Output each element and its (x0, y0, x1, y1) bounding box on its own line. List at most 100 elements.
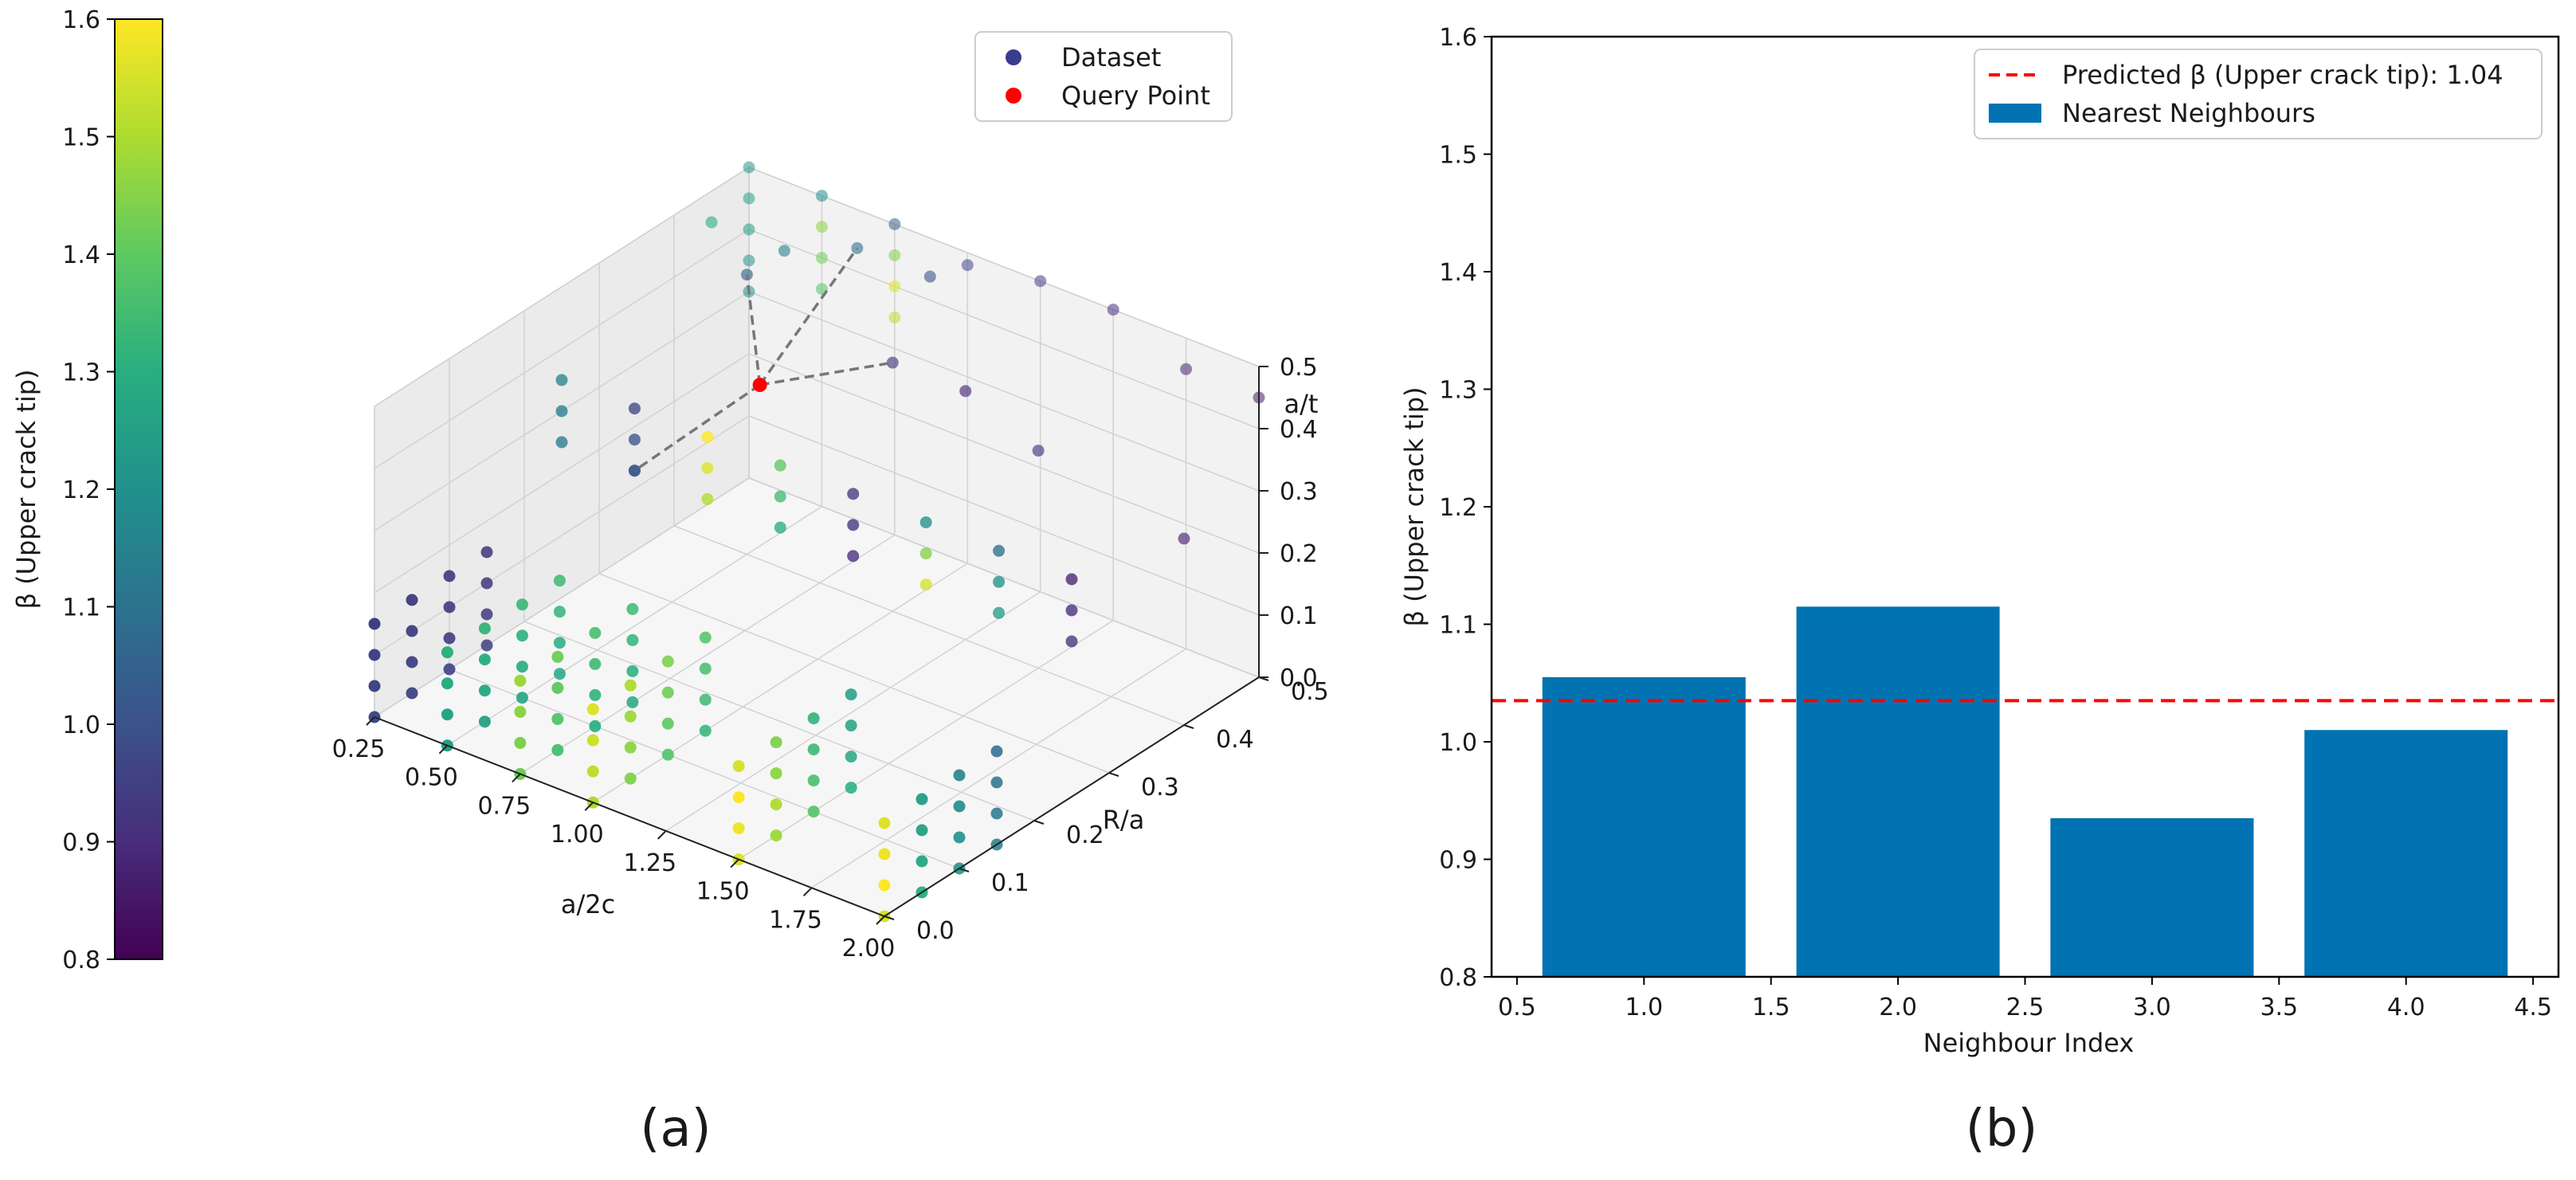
dataset-point (553, 574, 566, 587)
x-tick-label-3d: 1.50 (696, 878, 750, 906)
colorbar-tick-label: 1.1 (62, 594, 100, 622)
dataset-point (514, 674, 527, 687)
y-tick-label-3d: 0.5 (1291, 678, 1329, 706)
dataset-point (993, 544, 1006, 557)
dataset-point (807, 743, 820, 756)
dataset-point (406, 594, 418, 606)
legend-bar: Predicted β (Upper crack tip): 1.04 Near… (1974, 49, 2543, 139)
dataset-point (919, 516, 932, 529)
dataset-point (878, 879, 891, 892)
x-tick-label: 2.5 (2006, 994, 2045, 1021)
colorbar-tick-label: 1.4 (62, 241, 100, 269)
x-tick-3d (802, 887, 813, 896)
axis-line (374, 716, 885, 917)
x-tick-label: 1.0 (1625, 994, 1663, 1021)
grid-line (748, 415, 1260, 616)
dataset-point (624, 679, 637, 692)
x-tick-label: 1.5 (1752, 994, 1790, 1021)
dataset-point (774, 521, 786, 534)
dataset-point (845, 782, 857, 794)
dataset-point (553, 637, 566, 649)
grid-line (748, 353, 1260, 554)
y-tick-3d (959, 868, 970, 872)
grid-line (374, 415, 750, 656)
dataset-point (553, 606, 566, 618)
dataset-point (990, 807, 1003, 820)
dataset-point (1065, 635, 1078, 648)
dataset-point (441, 646, 453, 659)
dataset-point (699, 724, 712, 737)
dataset-point (555, 374, 568, 386)
dataset-point (888, 280, 901, 292)
dataset-point (589, 626, 602, 639)
bars (1542, 606, 2508, 977)
colorbar-gradient (114, 18, 163, 960)
bar-ticks: 0.5 1.0 1.5 2.0 2.5 3.0 3.5 4.0 4.5 0.8 0.9 1.0 1.1 1… (1439, 24, 2552, 1021)
dataset-point (406, 687, 418, 700)
dataset-point (516, 692, 528, 704)
dataset-point (916, 793, 928, 806)
x-tick-3d (512, 773, 521, 783)
dataset-point (923, 270, 936, 283)
y-tick-3d (1183, 724, 1194, 729)
dataset-point (626, 633, 639, 646)
x-tick-3d (730, 858, 739, 868)
dataset-point (701, 492, 714, 505)
colorbar-tick-label: 1.0 (62, 712, 100, 739)
grid-line (811, 648, 1186, 888)
dataset-point (847, 488, 860, 500)
dataset-point (551, 743, 564, 756)
legend-prediction-label: Predicted β (Upper crack tip): 1.04 (2062, 60, 2503, 90)
dataset-point (516, 661, 528, 673)
grid-line (748, 291, 1260, 492)
grid-line (449, 668, 960, 869)
y-tick-label-3d: 0.1 (991, 869, 1029, 897)
dataset-point (774, 490, 786, 503)
neighbour-lines (633, 247, 893, 472)
dataset-point (514, 705, 527, 718)
x-tick-label: 3.0 (2133, 994, 2171, 1021)
dataset-point (1032, 445, 1045, 457)
dataset-point (516, 629, 528, 642)
dataset-point (732, 791, 745, 804)
y-tick-label: 1.4 (1439, 259, 1477, 287)
bar-neighbour-1 (1542, 676, 1746, 977)
y-tick-3d (884, 915, 895, 920)
dataset-point (919, 547, 932, 560)
y-tick-label: 1.1 (1439, 612, 1477, 640)
grid-line (592, 563, 968, 803)
dataset-point (845, 688, 857, 701)
dataset-point (661, 686, 674, 699)
legend-dataset-marker (1006, 49, 1021, 65)
x-tick-label-3d: 0.50 (405, 764, 458, 792)
z-tick-label-3d: 0.2 (1280, 540, 1318, 568)
query-point (752, 378, 767, 393)
grid-line (748, 477, 1260, 678)
legend-query-label: Query Point (1061, 80, 1210, 111)
x-tick-label: 3.5 (2260, 994, 2298, 1021)
dataset-point (443, 601, 456, 614)
bar-neighbour-4 (2304, 730, 2508, 977)
dataset-point (478, 653, 491, 666)
dataset-point (770, 798, 782, 811)
y-tick-label-3d: 0.2 (1066, 821, 1104, 849)
grid-line (447, 506, 822, 747)
x-tick-label-3d: 1.75 (769, 906, 822, 934)
dataset-point (705, 216, 718, 229)
dataset-point (553, 668, 566, 680)
dataset-point (743, 223, 755, 236)
dataset-point (368, 680, 381, 692)
y-tick-label: 1.5 (1439, 142, 1477, 170)
dataset-point (1107, 304, 1119, 316)
dataset-point (443, 663, 456, 676)
dataset-point (699, 693, 712, 706)
colorbar: 0.8 0.9 1.0 1.1 1.2 1.3 1.4 1.5 1.6 β (Upper cra… (11, 6, 163, 974)
grid-line (738, 619, 1114, 860)
y-axis-label-3d: R/a (1103, 805, 1145, 835)
dataset-point (815, 190, 828, 202)
y-tick-label-3d: 0.3 (1141, 774, 1179, 802)
bar-neighbour-3 (2050, 817, 2254, 977)
scatter-points (368, 161, 1265, 923)
z-tick-label-3d: 0.3 (1280, 478, 1318, 506)
dataset-point (770, 736, 782, 749)
